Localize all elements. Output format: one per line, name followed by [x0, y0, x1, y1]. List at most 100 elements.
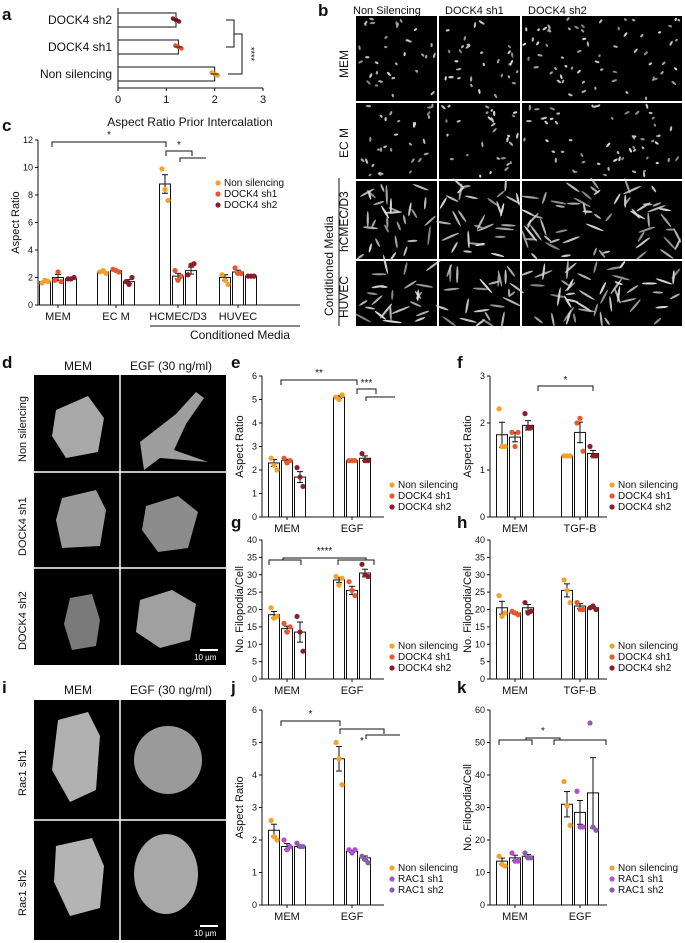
- cell-spot: [457, 76, 461, 80]
- cell-spot: [507, 75, 511, 79]
- cell-spot: [542, 191, 547, 204]
- sig-label: *: [541, 726, 545, 737]
- micrograph-grid-b: Non Silencing DOCK4 sh1 DOCK4 sh2 MEM EC…: [322, 5, 682, 330]
- cell-spot: [459, 317, 477, 323]
- data-point: [528, 855, 534, 861]
- cell-spot: [635, 251, 647, 261]
- panel-letter-j: j: [230, 678, 236, 697]
- cell-spot: [582, 37, 587, 41]
- legend-label: Non silencing: [618, 480, 678, 491]
- cell-spot: [534, 316, 543, 324]
- y-tick-label: 10: [247, 639, 257, 649]
- micro-b-group-label: Conditioned Media: [322, 216, 336, 316]
- cell-spot: [441, 232, 459, 241]
- sig-bracket: [226, 19, 235, 48]
- x-tick-label: 2: [212, 94, 218, 106]
- cell-spot: [449, 158, 454, 161]
- cell-spot: [508, 63, 512, 66]
- cell-spot: [448, 75, 454, 79]
- x-tick-label: EGF: [341, 685, 364, 697]
- legend-marker: [215, 191, 221, 197]
- legend-marker: [609, 654, 615, 660]
- chart-a: 0 1 2 3 Aspect Ratio Prior Intercalation DOCK…: [40, 8, 273, 129]
- cell-spot: [635, 110, 640, 115]
- sig-label: *: [360, 736, 364, 747]
- data-point: [300, 648, 306, 654]
- cell-spot: [653, 123, 657, 127]
- cell-spot: [669, 126, 673, 132]
- cell-spot: [369, 73, 373, 78]
- x-tick-label: EGF: [341, 911, 364, 923]
- micro-b-row-4: HUVEC: [337, 276, 351, 318]
- cell-spot: [660, 213, 672, 228]
- legend-marker: [389, 504, 395, 510]
- cell-spot: [414, 317, 426, 322]
- y-tick-label: 20: [247, 605, 257, 615]
- y-tick-label: 6: [252, 371, 257, 381]
- legend-label: Non silencing: [398, 480, 458, 491]
- cell-spot: [602, 250, 611, 254]
- cell-spot: [582, 210, 593, 213]
- cell-spot: [360, 188, 375, 197]
- cell-spot: [472, 287, 489, 291]
- data-point: [116, 269, 122, 275]
- cell-spot: [661, 61, 666, 66]
- cell-spot: [500, 157, 507, 160]
- cell-spot: [380, 183, 385, 192]
- bar: [509, 612, 521, 680]
- cell-spot: [506, 162, 510, 166]
- data-point: [185, 272, 191, 278]
- cell-spot: [497, 270, 503, 287]
- cell-spot: [365, 306, 376, 310]
- cell-spot: [445, 29, 450, 32]
- legend-marker: [609, 504, 615, 510]
- cell-spot: [382, 319, 402, 324]
- legend-label: RAC1 sh2: [618, 885, 664, 896]
- cell-spot: [409, 301, 422, 307]
- chart-j: 0 1 2 3 4 5 6 Aspect Ratio MEM EGF * * Non silencing…: [234, 705, 458, 923]
- cell-spot: [556, 112, 561, 115]
- cell-spot: [383, 145, 388, 149]
- sig-label: *: [564, 375, 568, 386]
- data-point: [593, 453, 599, 459]
- data-point: [496, 593, 502, 599]
- cell-spot: [484, 311, 491, 321]
- cell-spot: [542, 26, 548, 31]
- data-point: [268, 455, 274, 461]
- y-tick-label: 20: [475, 605, 485, 615]
- cell-spot: [393, 133, 399, 136]
- data-point: [297, 629, 303, 635]
- data-point: [496, 406, 502, 412]
- cell-spot: [570, 66, 574, 70]
- data-point: [580, 448, 586, 454]
- y-tick-label: 4: [252, 418, 257, 428]
- y-tick-label: 2: [28, 273, 33, 283]
- y-tick-label: 10: [475, 868, 485, 878]
- cell-spot: [566, 310, 571, 325]
- cell-spot: [556, 79, 562, 84]
- cell-spot: [506, 136, 509, 143]
- cell-spot: [632, 135, 637, 138]
- sig-label: *: [107, 130, 111, 141]
- data-point: [287, 458, 293, 464]
- micro-b-col-1: Non Silencing: [353, 5, 421, 17]
- cell-spot: [616, 150, 620, 155]
- x-tick-label: HCMEC/D3: [149, 311, 206, 323]
- cell-spot: [577, 69, 581, 74]
- cell-spot: [449, 264, 452, 283]
- bar: [333, 758, 345, 906]
- y-tick-label: 25: [475, 587, 485, 597]
- cell-spot: [658, 208, 671, 212]
- legend-label: Non silencing: [224, 178, 284, 189]
- cell-spot: [480, 51, 484, 54]
- cell-spot: [522, 42, 527, 46]
- cell-spot: [366, 211, 369, 228]
- cell-spot: [578, 290, 595, 300]
- data-point: [502, 863, 508, 869]
- y-tick-label: 5: [252, 657, 257, 667]
- y-tick-label: 4: [28, 245, 33, 255]
- cell-spot: [624, 177, 631, 194]
- cell-spot: [368, 173, 372, 177]
- data-point: [349, 587, 355, 593]
- cell-spot: [395, 21, 398, 26]
